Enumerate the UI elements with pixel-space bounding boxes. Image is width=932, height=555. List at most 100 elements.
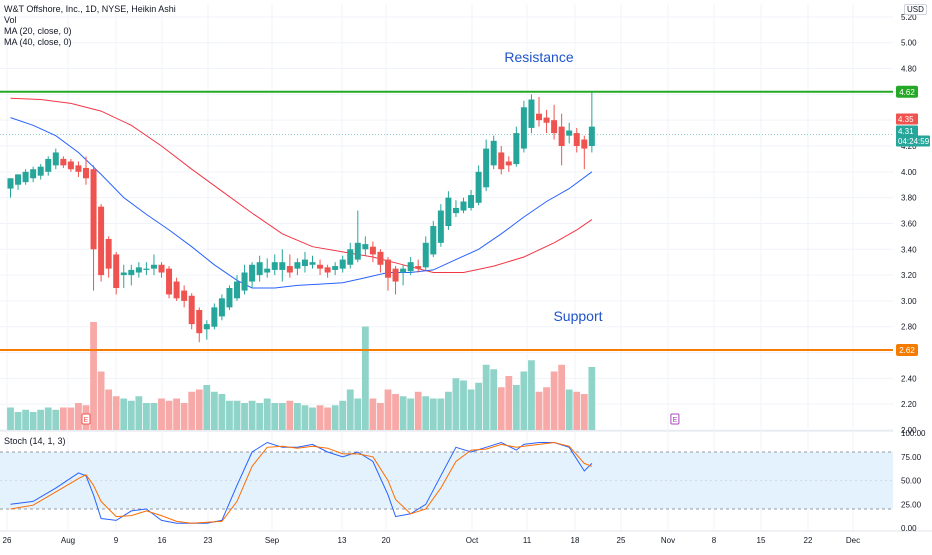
volume-bar xyxy=(512,385,520,430)
volume-bar xyxy=(505,376,513,430)
candle xyxy=(37,164,44,180)
candle xyxy=(339,255,346,273)
candle-body xyxy=(158,264,165,273)
volume-bar xyxy=(75,403,82,430)
candle xyxy=(150,254,157,276)
candle-body xyxy=(347,249,354,265)
candle-body xyxy=(536,113,542,121)
candle xyxy=(520,100,527,153)
candle xyxy=(279,249,286,282)
candle xyxy=(120,264,127,288)
candle-body xyxy=(264,268,271,273)
candle xyxy=(22,169,29,185)
volume-bar xyxy=(278,403,286,430)
candle xyxy=(166,266,173,299)
candle-body xyxy=(271,262,278,270)
currency-label[interactable]: USD xyxy=(904,4,927,15)
candle xyxy=(60,156,67,168)
earnings-marker: E xyxy=(670,413,680,425)
stoch-legend[interactable]: Stoch (14, 1, 3) xyxy=(4,436,66,446)
candle xyxy=(67,158,74,172)
volume-bar xyxy=(588,367,596,430)
candle xyxy=(385,257,391,291)
support-price-tag xyxy=(896,343,918,356)
volume-bar xyxy=(460,380,467,430)
candle-body xyxy=(475,171,482,203)
candle-body xyxy=(37,166,44,176)
volume-bar xyxy=(437,398,445,430)
candle-body xyxy=(83,167,89,179)
x-tick-label: Dec xyxy=(846,536,860,545)
volume-bar xyxy=(241,403,248,430)
annotation-support: Support xyxy=(553,308,602,324)
volume-bar xyxy=(407,398,415,430)
x-tick-label: 18 xyxy=(571,536,580,545)
candle xyxy=(407,257,414,276)
legend-title[interactable]: W&T Offshore, Inc., 1D, NYSE, Heikin Ash… xyxy=(4,4,176,14)
candle xyxy=(105,236,112,278)
candle-body xyxy=(483,148,490,188)
candle xyxy=(52,148,59,170)
candle-body xyxy=(430,226,437,255)
x-tick-label: Oct xyxy=(466,536,479,545)
volume-bar xyxy=(180,403,188,430)
legend-vol[interactable]: Vol xyxy=(4,15,17,25)
candle xyxy=(347,242,354,269)
stoch-d-line xyxy=(10,441,593,524)
y-tick-label: 4.00 xyxy=(901,168,917,177)
volume-bar xyxy=(120,398,128,430)
candle xyxy=(437,204,444,247)
candle-body xyxy=(211,307,218,327)
candle xyxy=(286,254,293,278)
candle xyxy=(460,197,467,214)
y-tick-label: 3.20 xyxy=(901,271,917,280)
y-tick-label: 3.80 xyxy=(901,194,917,203)
x-tick-label: Sep xyxy=(265,536,280,545)
candle xyxy=(15,174,22,190)
legend-ma40[interactable]: MA (40, close, 0) xyxy=(4,37,72,47)
volume-bar xyxy=(445,391,452,430)
candle-body xyxy=(415,266,422,269)
candle-body xyxy=(392,268,399,282)
candle-body xyxy=(75,165,82,172)
legend-ma20[interactable]: MA (20, close, 0) xyxy=(4,26,72,36)
volume-bar xyxy=(248,400,256,430)
resistance-price-label: 4.62 xyxy=(899,88,915,97)
candle xyxy=(264,258,271,278)
candle xyxy=(377,249,384,273)
candle xyxy=(98,204,105,282)
volume-bar xyxy=(286,400,294,430)
candle-body xyxy=(452,207,459,214)
candle-body xyxy=(105,238,112,269)
candle xyxy=(90,165,97,291)
candle-body xyxy=(279,262,286,270)
candle xyxy=(468,189,475,211)
x-tick-label: 9 xyxy=(114,536,119,545)
price-tag-text: 04:24:59 xyxy=(898,137,930,146)
ma40-line xyxy=(10,97,593,273)
volume-bar xyxy=(165,400,173,430)
candle xyxy=(362,236,369,256)
volume-bar xyxy=(203,385,211,430)
x-tick-label: 11 xyxy=(523,536,532,545)
candle-body xyxy=(135,267,142,273)
candle xyxy=(369,241,376,263)
candle-body xyxy=(581,139,588,149)
volume-bar xyxy=(535,391,543,430)
volume-bar xyxy=(112,396,120,430)
candle xyxy=(45,156,52,176)
candle xyxy=(203,320,210,340)
candle-body xyxy=(60,158,67,166)
candle xyxy=(543,109,550,134)
stoch-y-tick-label: 25.00 xyxy=(901,500,922,509)
stoch-y-tick-label: 50.00 xyxy=(901,477,922,486)
candle xyxy=(400,264,407,286)
volume-bar xyxy=(29,412,37,430)
volume-bar xyxy=(309,407,316,430)
candle-body xyxy=(181,290,188,301)
candle xyxy=(135,262,142,278)
candle xyxy=(422,236,429,270)
candle-body xyxy=(120,272,127,276)
candle-body xyxy=(505,161,512,166)
